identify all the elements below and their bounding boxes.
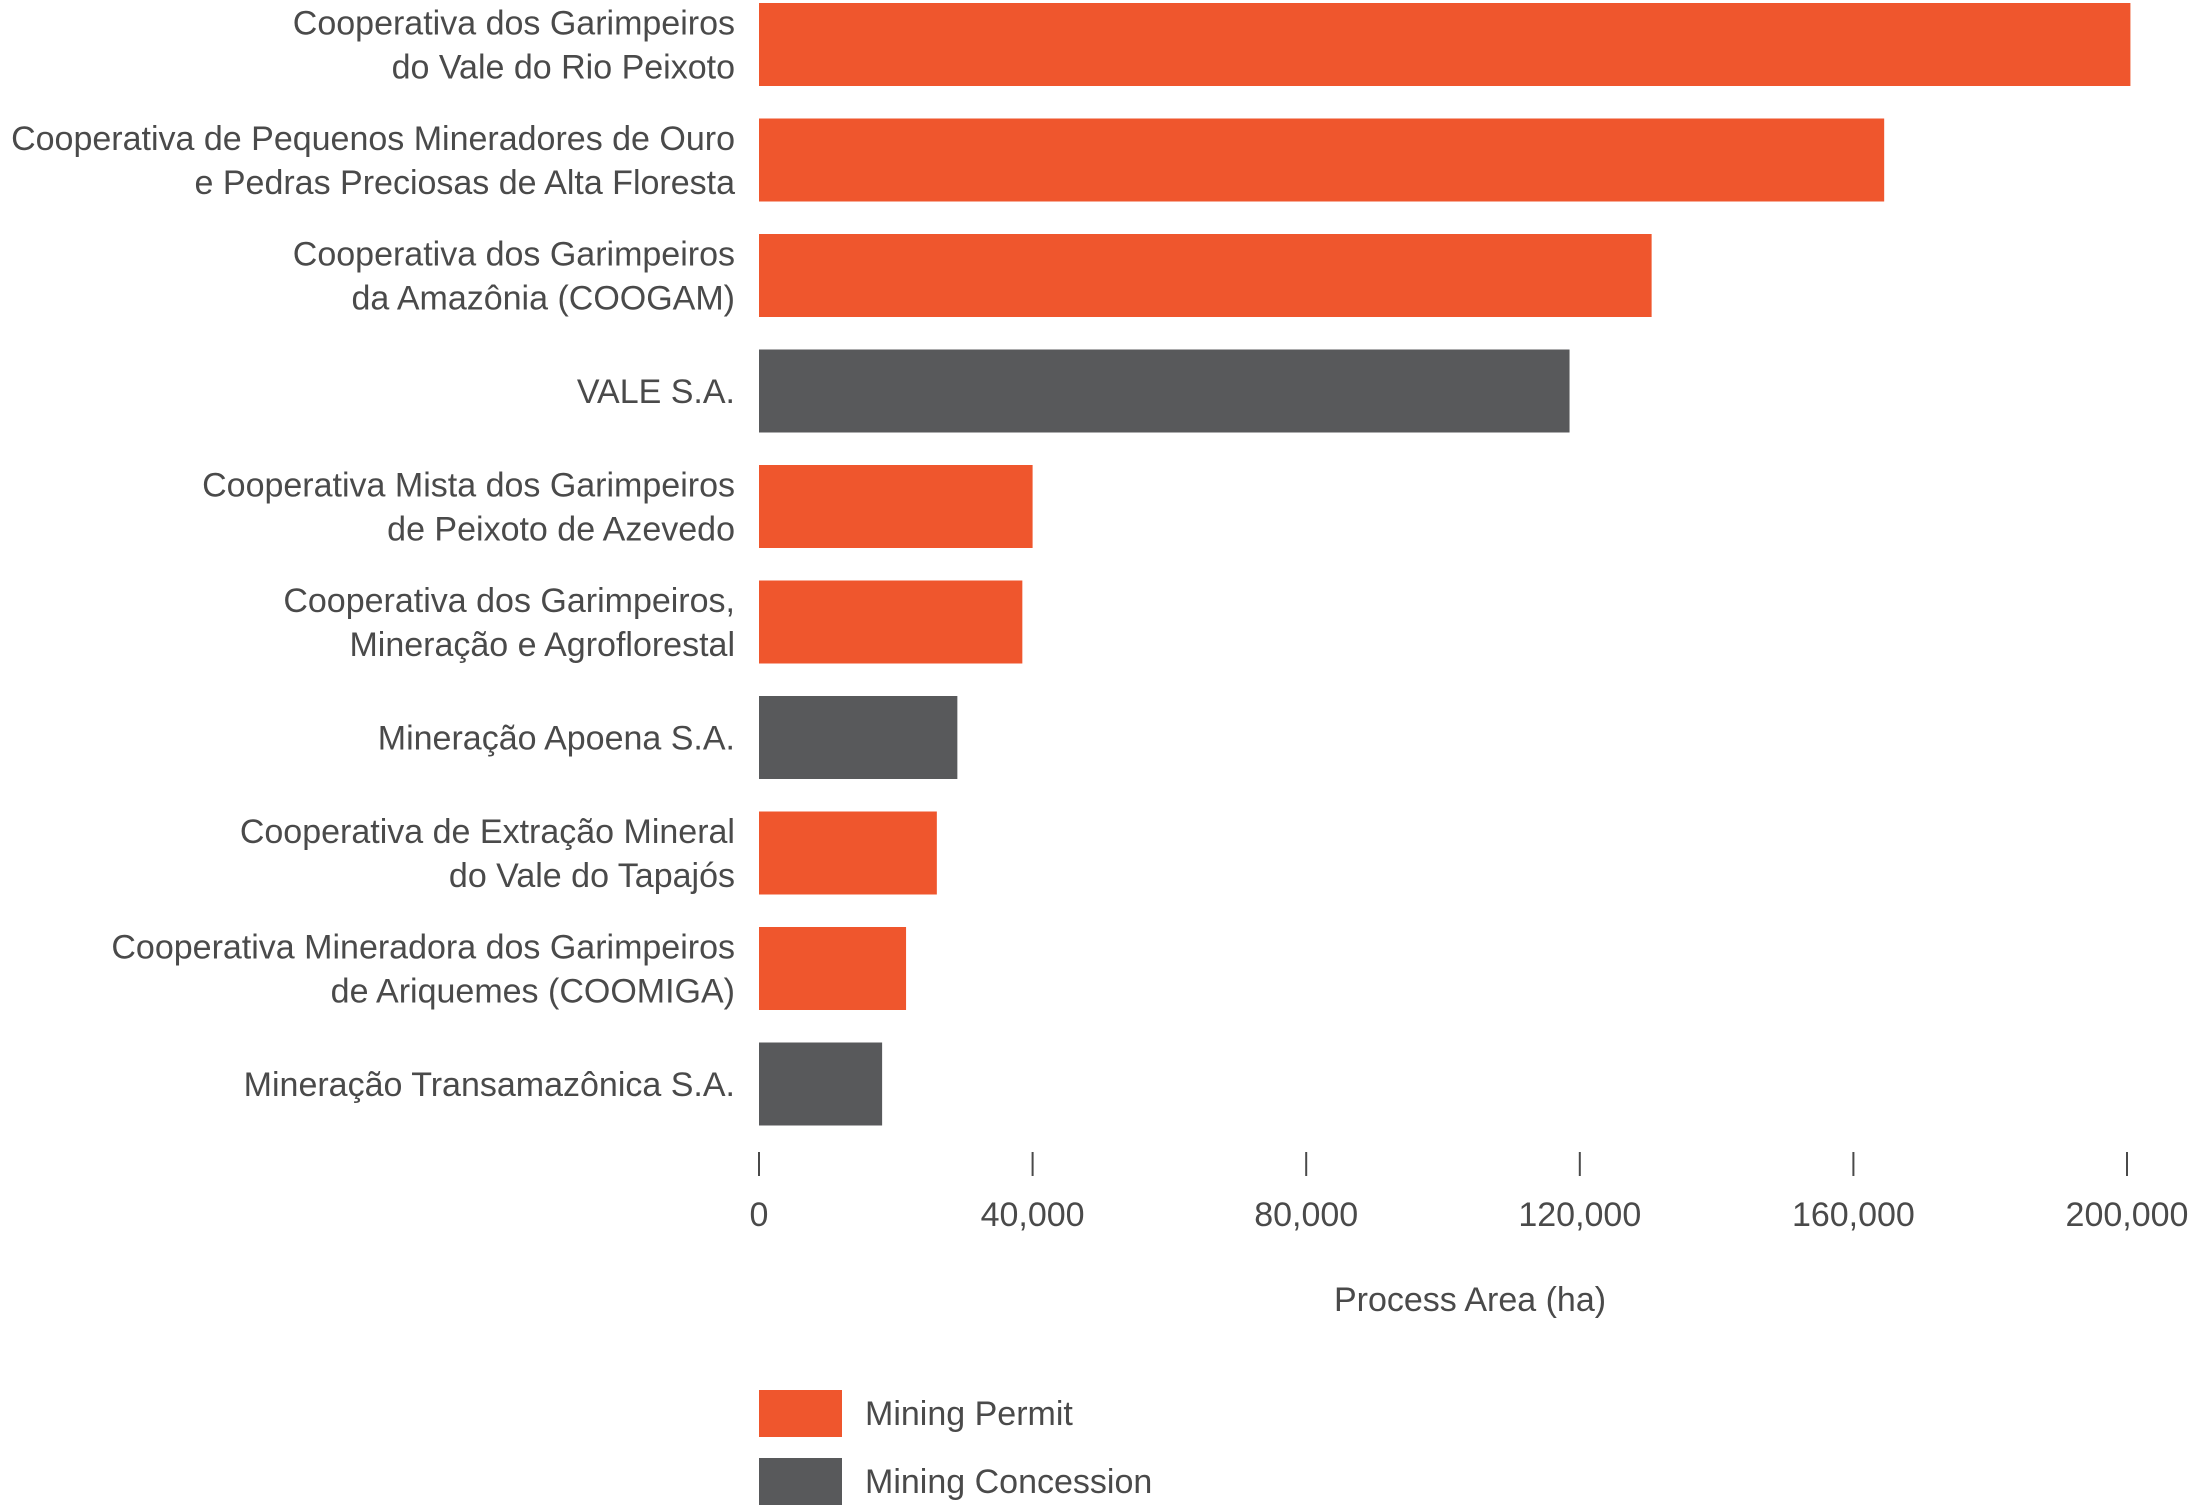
- category-label: Cooperativa de Extração Mineral do Vale d…: [240, 813, 735, 895]
- bar: [759, 465, 1033, 548]
- x-tick-label: 40,000: [981, 1196, 1085, 1234]
- x-tick-label: 0: [750, 1196, 769, 1234]
- bar: [759, 811, 937, 895]
- bar: [759, 3, 2131, 86]
- bar: [759, 1042, 883, 1126]
- x-tick-label: 200,000: [2066, 1196, 2189, 1234]
- category-label: VALE S.A.: [577, 373, 735, 411]
- category-label: Cooperativa dos Garimpeiros, Mineração e …: [283, 582, 735, 664]
- category-label: Cooperativa dos Garimpeiros da Amazônia (…: [293, 236, 735, 318]
- category-label: Cooperativa Mista dos Garimpeiros de Peix…: [202, 467, 735, 549]
- category-label: Cooperativa Mineradora dos Garimpeiros de…: [111, 929, 735, 1011]
- x-tick-label: 120,000: [1518, 1196, 1641, 1234]
- category-label: Mineração Transamazônica S.A.: [244, 1066, 735, 1104]
- bar: [759, 927, 907, 1010]
- bar: [759, 580, 1023, 664]
- bar: [759, 349, 1570, 433]
- bar: [759, 118, 1885, 202]
- legend-swatch: [759, 1390, 842, 1437]
- bar: [759, 234, 1652, 317]
- legend-label: Mining Concession: [865, 1463, 1152, 1501]
- legend-label: Mining Permit: [865, 1395, 1073, 1433]
- category-label: Mineração Apoena S.A.: [378, 720, 735, 758]
- x-axis-label: Process Area (ha): [1334, 1281, 1606, 1319]
- x-axis: 0 40,000 80,000 120,000 160,000 200,000: [750, 1152, 2189, 1234]
- category-label: Cooperativa dos Garimpeiros do Vale do Ri…: [293, 5, 735, 87]
- bars-group: [759, 3, 2131, 1126]
- x-tick-label: 80,000: [1254, 1196, 1358, 1234]
- bar: [759, 696, 958, 779]
- category-labels: Cooperativa dos Garimpeiros do Vale do Ri…: [11, 5, 735, 1105]
- x-tick-label: 160,000: [1792, 1196, 1915, 1234]
- legend-swatch: [759, 1458, 842, 1505]
- category-label: Cooperativa de Pequenos Mineradores de O…: [11, 120, 735, 202]
- legend: Mining Permit Mining Concession: [759, 1390, 1152, 1505]
